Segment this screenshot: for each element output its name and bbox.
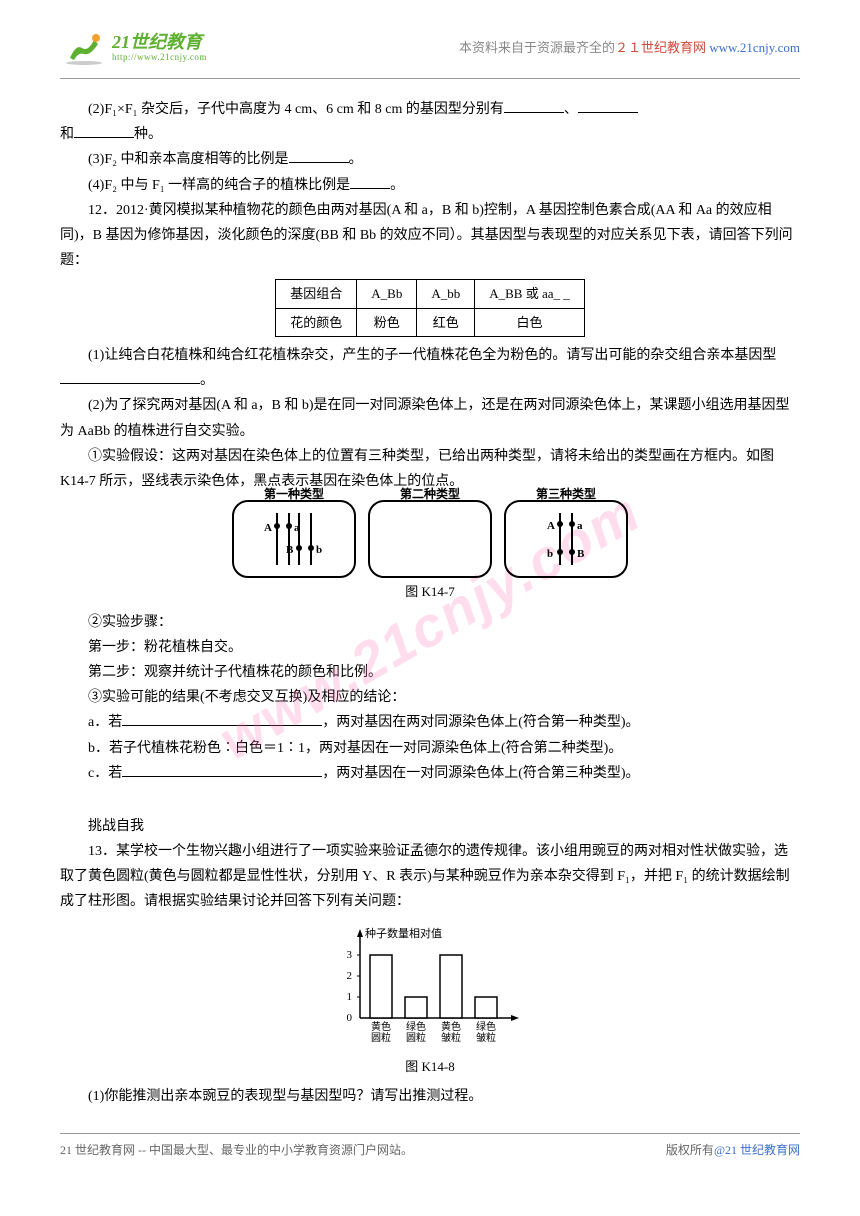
question-2: (2)F₁×F₁ 杂交后，子代中高度为 4 cm、6 cm 和 8 cm 的基因… [60, 97, 800, 122]
question-13: 13．某学校一个生物兴趣小组进行了一项实验来验证孟德尔的遗传规律。该小组用豌豆的… [60, 839, 800, 915]
figure-caption-7: 图 K14-7 [60, 580, 800, 603]
logo-title: 21世纪教育 [112, 33, 207, 53]
question-13-1: (1)你能推测出亲本豌豆的表现型与基因型吗？请写出推测过程。 [60, 1084, 800, 1109]
svg-text:皱粒: 皱粒 [441, 1031, 461, 1044]
logo-url: http://www.21cnjy.com [112, 53, 207, 63]
figure-caption-8: 图 K14-8 [60, 1055, 800, 1078]
document-body: (2)F₁×F₁ 杂交后，子代中高度为 4 cm、6 cm 和 8 cm 的基因… [60, 97, 800, 1109]
type-2-box: 第二种类型 [368, 500, 492, 578]
question-2-cont: 和种。 [60, 122, 800, 147]
svg-text:种子数量相对值: 种子数量相对值 [365, 926, 442, 940]
table-row: 基因组合 A_Bb A_bb A_BB 或 aa_ _ [276, 280, 585, 308]
footer-divider [60, 1133, 800, 1134]
question-4: (4)F₂ 中与 F₁ 一样高的纯合子的植株比例是。 [60, 173, 800, 198]
question-12: 12．2012·黄冈模拟某种植物花的颜色由两对基因(A 和 a，B 和 b)控制… [60, 198, 800, 274]
svg-text:圆粒: 圆粒 [406, 1031, 426, 1044]
header-divider [60, 78, 800, 79]
table-row: 花的颜色 粉色 红色 白色 [276, 308, 585, 336]
svg-text:圆粒: 圆粒 [371, 1031, 391, 1044]
results-heading: ③实验可能的结果(不考虑交叉互换)及相应的结论： [60, 685, 800, 710]
svg-text:绿色: 绿色 [476, 1020, 496, 1033]
challenge-heading: 挑战自我 [60, 814, 800, 839]
bar-chart-k14-8: 3 2 1 0 黄色 圆粒 绿色 圆粒 黄色 皱粒 绿色 皱粒 种子数量相对值 [330, 923, 530, 1053]
type-3-box: 第三种类型 A b a B [504, 500, 628, 578]
result-a: a．若，两对基因在两对同源染色体上(符合第一种类型)。 [60, 710, 800, 735]
page-header: 21世纪教育 http://www.21cnjy.com 本资料来自于资源最齐全… [60, 30, 800, 66]
svg-text:绿色: 绿色 [406, 1020, 426, 1033]
site-logo: 21世纪教育 http://www.21cnjy.com [60, 30, 207, 66]
header-source-note: 本资料来自于资源最齐全的２１世纪教育网 www.21cnjy.com [459, 36, 800, 59]
result-c: c．若，两对基因在一对同源染色体上(符合第三种类型)。 [60, 761, 800, 786]
question-3: (3)F₂ 中和亲本高度相等的比例是。 [60, 147, 800, 172]
experiment-steps-heading: ②实验步骤： [60, 610, 800, 635]
result-b: b．若子代植株花粉色∶白色＝1∶1，两对基因在一对同源染色体上(符合第二种类型)… [60, 736, 800, 761]
step-1: 第一步：粉花植株自交。 [60, 635, 800, 660]
svg-text:皱粒: 皱粒 [476, 1031, 496, 1044]
footer-right: 版权所有@21 世纪教育网 [666, 1140, 800, 1162]
type-1-box: 第一种类型 A a B b [232, 500, 356, 578]
page-footer: 21 世纪教育网 -- 中国最大型、最专业的中小学教育资源门户网站。 版权所有@… [60, 1140, 800, 1172]
svg-text:黄色: 黄色 [371, 1020, 391, 1033]
footer-left: 21 世纪教育网 -- 中国最大型、最专业的中小学教育资源门户网站。 [60, 1140, 413, 1162]
question-12-1: (1)让纯合白花植株和纯合红花植株杂交，产生的子一代植株花色全为粉色的。请写出可… [60, 343, 800, 393]
step-2: 第二步：观察并统计子代植株花的颜色和比例。 [60, 660, 800, 685]
svg-text:2: 2 [347, 970, 353, 982]
question-12-2: (2)为了探究两对基因(A 和 a，B 和 b)是在同一对同源染色体上，还是在两… [60, 393, 800, 443]
svg-text:1: 1 [347, 991, 353, 1003]
svg-text:3: 3 [347, 949, 353, 961]
svg-text:黄色: 黄色 [441, 1020, 461, 1033]
svg-text:0: 0 [347, 1012, 353, 1024]
genotype-table: 基因组合 A_Bb A_bb A_BB 或 aa_ _ 花的颜色 粉色 红色 白… [275, 279, 585, 337]
runner-icon [60, 30, 108, 66]
figure-k14-7: 第一种类型 A a B b 第二种类型 第三种类型 A b [60, 500, 800, 578]
